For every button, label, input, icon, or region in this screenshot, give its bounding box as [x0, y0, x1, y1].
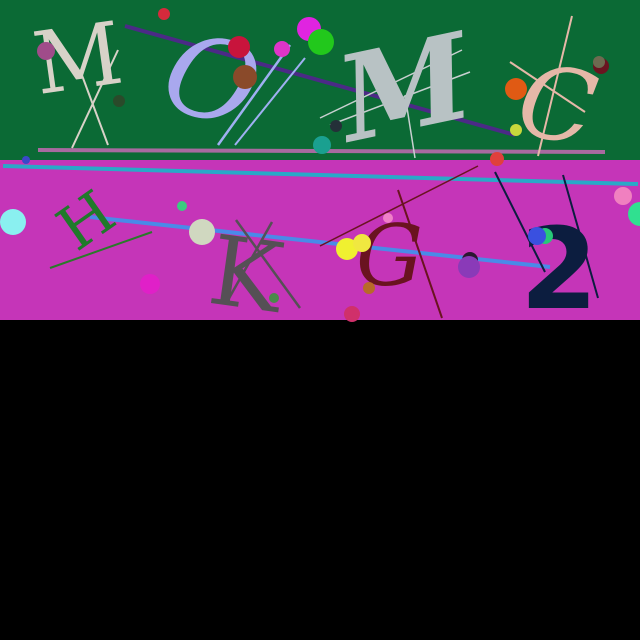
dot — [383, 213, 393, 223]
letter-m-large-glyph: M — [322, 5, 486, 170]
dot — [458, 256, 480, 278]
dot — [37, 42, 55, 60]
dot — [189, 219, 215, 245]
dot — [510, 124, 522, 136]
light-blue-slash-1 — [216, 44, 292, 146]
grey-line-2 — [226, 221, 274, 301]
peach-line-1 — [537, 15, 573, 157]
dark-red-line-2 — [397, 189, 443, 319]
dot — [490, 152, 504, 166]
bottom-black-panel — [0, 320, 640, 640]
dot — [614, 187, 632, 205]
dot — [158, 8, 170, 20]
dark-red-line-1 — [319, 165, 479, 247]
dot — [330, 120, 342, 132]
dot — [505, 78, 527, 100]
navy-line-2 — [562, 174, 599, 299]
dot — [593, 56, 605, 68]
pale-line-2 — [329, 71, 471, 126]
beige-line-2 — [79, 69, 109, 146]
peach-line-2 — [509, 61, 586, 113]
dot — [228, 36, 250, 58]
teal-horizontal-line — [2, 164, 639, 186]
dot — [113, 95, 125, 107]
dot — [177, 201, 187, 211]
dot — [528, 227, 546, 245]
green-thin-line — [49, 231, 153, 269]
purple-diagonal-line — [124, 24, 516, 137]
dot — [353, 234, 371, 252]
dot — [274, 41, 290, 57]
dot — [140, 274, 160, 294]
dot — [22, 156, 30, 164]
dot — [336, 238, 358, 260]
dot — [0, 209, 26, 235]
pale-line-3 — [404, 94, 416, 159]
digit-two-glyph: 2 — [520, 205, 598, 335]
navy-line-1 — [494, 171, 546, 273]
beige-line-1 — [71, 49, 119, 149]
dot — [269, 293, 279, 303]
grey-line-1 — [234, 219, 302, 309]
light-blue-slash-2 — [234, 57, 306, 146]
dot — [313, 136, 331, 154]
dot — [233, 65, 257, 89]
dot — [344, 306, 360, 322]
pale-line-1 — [319, 49, 463, 119]
dot — [628, 202, 640, 226]
dot — [308, 29, 334, 55]
dot — [363, 282, 375, 294]
